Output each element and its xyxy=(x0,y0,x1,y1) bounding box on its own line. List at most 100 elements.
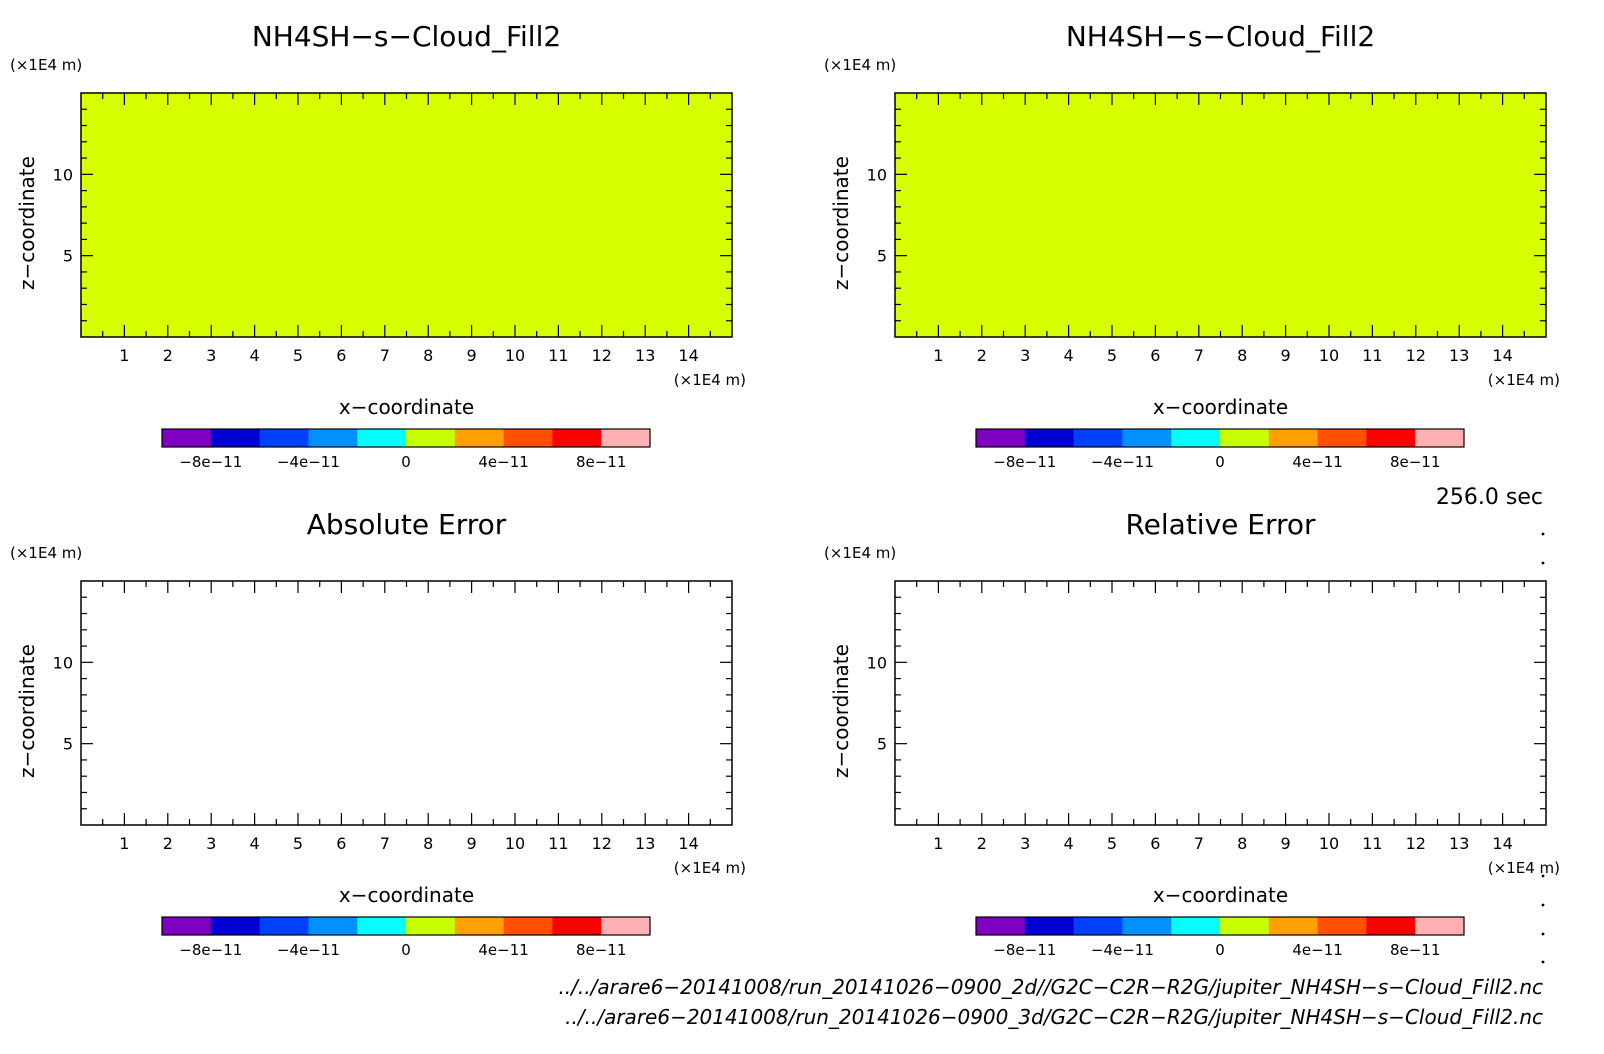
colorbar-swatch xyxy=(552,917,602,935)
y-tick-label: 5 xyxy=(877,247,887,266)
x-tick-label: 2 xyxy=(977,346,987,365)
colorbar-swatch xyxy=(357,429,407,447)
colorbar-tick-label: 8e−11 xyxy=(576,453,626,471)
x-tick-label: 7 xyxy=(1194,834,1204,853)
colorbar-swatch xyxy=(1122,917,1172,935)
x-tick-label: 1 xyxy=(933,346,943,365)
colorbar-swatch xyxy=(1268,429,1319,447)
chart-title: NH4SH−s−Cloud_Fill2 xyxy=(252,20,561,53)
x-tick-label: 10 xyxy=(1319,834,1339,853)
colorbar-swatch xyxy=(1073,917,1123,935)
x-tick-label: 7 xyxy=(380,346,390,365)
x-tick-label: 5 xyxy=(293,346,303,365)
colorbar-swatch xyxy=(308,917,358,935)
colorbar-tick-label: 4e−11 xyxy=(1292,453,1342,471)
x-tick-label: 14 xyxy=(678,834,698,853)
x-tick-label: 13 xyxy=(1449,346,1469,365)
x-tick-label: 2 xyxy=(163,834,173,853)
colorbar-tick-label: −4e−11 xyxy=(277,453,340,471)
edge-dot-mark xyxy=(1541,960,1545,964)
colorbar-swatch xyxy=(259,917,309,935)
x-tick-label: 13 xyxy=(1449,834,1469,853)
x-tick-label: 11 xyxy=(548,346,568,365)
time-label: 256.0 sec xyxy=(1436,485,1543,510)
colorbar-tick-label: −4e−11 xyxy=(277,941,340,959)
x-tick-label: 8 xyxy=(1237,346,1247,365)
x-unit-label: (×1E4 m) xyxy=(1488,859,1560,877)
x-tick-label: 3 xyxy=(1020,346,1030,365)
colorbar-swatch xyxy=(162,917,212,935)
colorbar-swatch xyxy=(1366,917,1416,935)
colorbar-tick-label: 4e−11 xyxy=(1292,941,1342,959)
colorbar-swatch xyxy=(1024,429,1075,447)
x-tick-label: 1 xyxy=(119,834,129,853)
x-tick-label: 11 xyxy=(548,834,568,853)
field-fill xyxy=(81,93,732,337)
colorbar-swatch xyxy=(1220,917,1270,935)
colorbar-frame xyxy=(161,916,651,936)
x-axis-label: x−coordinate xyxy=(339,395,474,419)
colorbar-swatch xyxy=(406,429,456,447)
colorbar-frame xyxy=(975,428,1465,448)
edge-dot-mark xyxy=(1541,932,1545,936)
x-tick-label: 6 xyxy=(1150,346,1160,365)
x-tick-label: 5 xyxy=(293,834,303,853)
y-unit-label: (×1E4 m) xyxy=(10,56,82,74)
y-axis-label: z−coordinate xyxy=(15,156,39,290)
x-tick-label: 14 xyxy=(678,346,698,365)
x-tick-label: 4 xyxy=(250,346,260,365)
x-tick-label: 3 xyxy=(1020,834,1030,853)
field-fill xyxy=(81,581,732,825)
colorbar-swatch xyxy=(210,429,261,447)
colorbar-tick-label: −8e−11 xyxy=(179,941,242,959)
chart-title: NH4SH−s−Cloud_Fill2 xyxy=(1066,20,1375,53)
colorbar-tick-label: −4e−11 xyxy=(1091,453,1154,471)
colorbar-swatch xyxy=(1171,429,1221,447)
x-tick-label: 7 xyxy=(1194,346,1204,365)
x-tick-label: 6 xyxy=(336,834,346,853)
x-unit-label: (×1E4 m) xyxy=(1488,371,1560,389)
edge-dot-mark xyxy=(1541,874,1545,878)
x-tick-label: 12 xyxy=(592,346,612,365)
colorbar-swatch xyxy=(552,429,602,447)
x-tick-label: 2 xyxy=(977,834,987,853)
colorbar-tick-label: 8e−11 xyxy=(1390,941,1440,959)
x-tick-label: 3 xyxy=(206,346,216,365)
x-tick-label: 4 xyxy=(1064,346,1074,365)
x-tick-label: 13 xyxy=(635,346,655,365)
x-tick-label: 11 xyxy=(1362,834,1382,853)
colorbar-swatch xyxy=(1415,429,1465,447)
edge-dot-mark xyxy=(1541,903,1545,907)
colorbar-tick-label: −8e−11 xyxy=(993,941,1056,959)
colorbar-swatch xyxy=(1073,429,1123,447)
colorbar-tick-label: 0 xyxy=(401,941,411,959)
x-tick-label: 1 xyxy=(933,834,943,853)
x-tick-label: 8 xyxy=(423,346,433,365)
field-fill xyxy=(895,93,1546,337)
colorbar-swatch xyxy=(454,917,505,935)
chart-title: Relative Error xyxy=(1125,508,1316,541)
colorbar-tick-label: 0 xyxy=(1215,941,1225,959)
panel-4: Relative Error(×1E4 m)1 2 3 4 5 6 7 8 9 10 11 12 13 1… xyxy=(824,508,1560,959)
colorbar-swatch xyxy=(1366,429,1416,447)
x-tick-label: 2 xyxy=(163,346,173,365)
panel-3: Absolute Error(×1E4 m)1 2 3 4 5 6 7 8 9 10 11 12 13 1… xyxy=(10,508,746,959)
chart-title: Absolute Error xyxy=(307,508,507,541)
colorbar-swatch xyxy=(1317,429,1367,447)
y-tick-label: 5 xyxy=(63,735,73,754)
x-tick-label: 13 xyxy=(635,834,655,853)
y-axis-label: z−coordinate xyxy=(829,644,853,778)
colorbar-swatch xyxy=(1268,917,1319,935)
x-tick-label: 12 xyxy=(1406,834,1426,853)
colorbar-swatch xyxy=(162,429,212,447)
x-unit-label: (×1E4 m) xyxy=(674,859,746,877)
colorbar-tick-label: −8e−11 xyxy=(179,453,242,471)
y-unit-label: (×1E4 m) xyxy=(824,56,896,74)
x-tick-label: 14 xyxy=(1492,834,1512,853)
x-tick-label: 10 xyxy=(505,346,525,365)
x-axis-label: x−coordinate xyxy=(1153,395,1288,419)
x-tick-label: 10 xyxy=(505,834,525,853)
panel-2: NH4SH−s−Cloud_Fill2(×1E4 m)1 2 3 4 5 6 7 8 9 10 11… xyxy=(824,20,1560,471)
y-axis-label: z−coordinate xyxy=(15,644,39,778)
